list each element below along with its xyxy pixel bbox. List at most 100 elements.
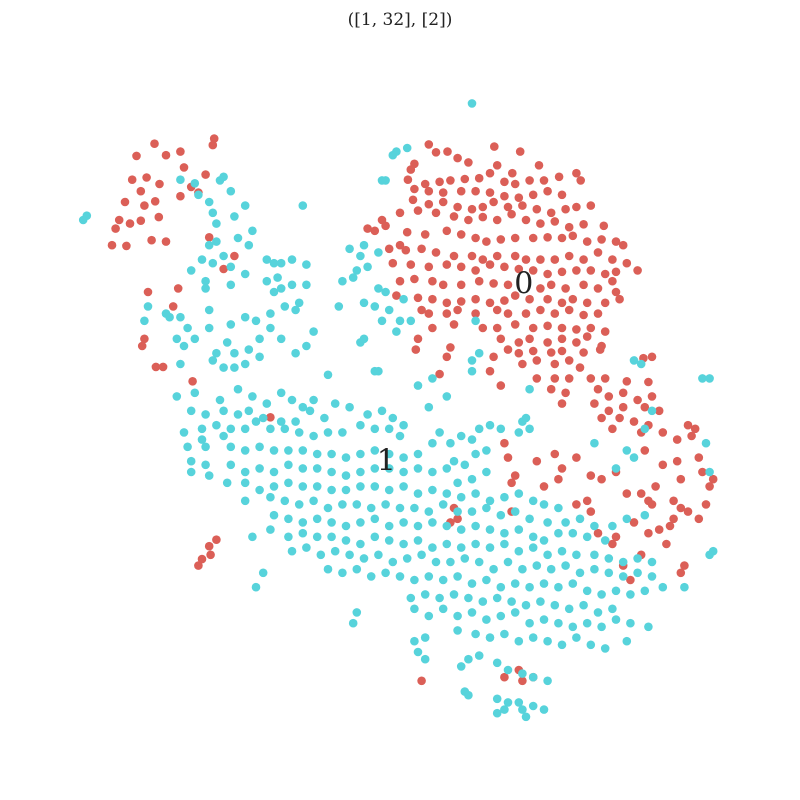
scatter-point-cluster-1: [438, 500, 448, 509]
scatter-point-cluster-1: [287, 546, 297, 556]
scatter-point-cluster-1: [255, 464, 264, 473]
scatter-point-cluster-1: [705, 374, 714, 383]
scatter-point-cluster-1: [464, 654, 473, 664]
scatter-point-cluster-1: [399, 539, 408, 549]
scatter-point-cluster-1: [539, 615, 549, 624]
scatter-point-cluster-0: [539, 176, 549, 185]
scatter-point-cluster-0: [550, 359, 560, 369]
scatter-point-cluster-0: [485, 366, 495, 376]
scatter-point-cluster-1: [262, 399, 272, 408]
scatter-point-cluster-1: [280, 496, 290, 506]
scatter-point-cluster-1: [428, 438, 437, 448]
scatter-point-cluster-0: [136, 216, 146, 225]
scatter-point-cluster-0: [536, 305, 545, 315]
scatter-point-cluster-0: [500, 262, 509, 272]
scatter-point-cluster-1: [327, 518, 336, 527]
scatter-point-cluster-0: [503, 345, 513, 354]
scatter-point-cluster-1: [345, 550, 354, 560]
scatter-point-cluster-0: [395, 276, 405, 286]
scatter-point-cluster-1: [269, 258, 279, 268]
scatter-point-cluster-1: [266, 309, 275, 318]
scatter-point-cluster-0: [575, 363, 585, 372]
scatter-point-cluster-0: [363, 224, 372, 233]
scatter-point-cluster-1: [417, 550, 426, 560]
scatter-point-cluster-1: [208, 258, 218, 268]
scatter-point-cluster-0: [561, 388, 570, 398]
scatter-point-cluster-0: [586, 374, 596, 383]
scatter-point-cluster-1: [312, 449, 322, 459]
scatter-point-cluster-0: [680, 561, 689, 570]
scatter-point-cluster-0: [528, 323, 538, 333]
scatter-point-cluster-1: [219, 363, 228, 372]
scatter-point-cluster-1: [143, 302, 153, 311]
scatter-point-cluster-0: [140, 334, 149, 344]
scatter-point-cluster-1: [539, 579, 549, 588]
scatter-point-cluster-0: [694, 453, 704, 462]
scatter-point-cluster-1: [273, 273, 282, 282]
scatter-point-cluster-1: [438, 575, 448, 585]
scatter-point-cluster-0: [424, 186, 434, 196]
scatter-point-cluster-0: [600, 374, 610, 383]
scatter-point-cluster-1: [636, 359, 646, 369]
scatter-point-cluster-1: [291, 417, 300, 426]
scatter-point-cluster-0: [518, 359, 527, 369]
scatter-point-cluster-1: [647, 406, 657, 416]
scatter-point-cluster-1: [575, 568, 585, 578]
scatter-point-cluster-1: [298, 464, 308, 473]
scatter-point-cluster-0: [525, 334, 534, 344]
scatter-point-cluster-0: [532, 204, 542, 214]
scatter-point-cluster-0: [532, 456, 542, 466]
scatter-point-cluster-1: [370, 446, 380, 455]
scatter-point-cluster-1: [528, 496, 538, 506]
scatter-point-cluster-1: [302, 341, 311, 351]
scatter-point-cluster-0: [662, 539, 671, 549]
scatter-point-cluster-1: [381, 500, 390, 509]
scatter-point-cluster-0: [557, 464, 567, 473]
scatter-point-cluster-1: [201, 284, 210, 293]
scatter-point-cluster-1: [338, 568, 347, 578]
scatter-point-cluster-0: [683, 420, 693, 430]
scatter-point-cluster-1: [597, 622, 606, 632]
scatter-point-cluster-1: [201, 460, 210, 470]
scatter-point-cluster-0: [579, 348, 588, 357]
scatter-point-cluster-0: [690, 424, 700, 434]
scatter-point-cluster-1: [384, 449, 394, 459]
scatter-point-cluster-1: [370, 482, 380, 491]
scatter-point-cluster-0: [665, 521, 675, 531]
scatter-point-cluster-0: [500, 191, 509, 201]
scatter-point-cluster-1: [611, 464, 621, 473]
scatter-point-cluster-0: [608, 276, 617, 286]
scatter-point-cluster-1: [500, 492, 509, 502]
scatter-point-cluster-1: [204, 305, 214, 315]
scatter-point-cluster-0: [424, 262, 434, 272]
scatter-point-cluster-1: [255, 485, 264, 495]
scatter-point-cluster-1: [492, 694, 502, 704]
scatter-point-cluster-0: [510, 320, 520, 329]
scatter-point-cluster-1: [582, 618, 592, 628]
scatter-point-cluster-0: [611, 287, 621, 297]
scatter-point-cluster-1: [467, 507, 477, 516]
scatter-point-cluster-1: [518, 705, 527, 714]
scatter-point-cluster-1: [345, 402, 354, 412]
scatter-point-cluster-1: [251, 582, 261, 592]
scatter-point-cluster-0: [600, 269, 610, 279]
scatter-point-cluster-0: [449, 212, 459, 221]
scatter-point-cluster-0: [510, 233, 520, 243]
scatter-point-cluster-1: [471, 316, 480, 326]
scatter-point-cluster-0: [604, 406, 614, 416]
scatter-point-cluster-1: [287, 280, 297, 290]
scatter-point-cluster-0: [564, 305, 574, 315]
scatter-point-cluster-1: [492, 708, 502, 718]
scatter-point-cluster-1: [554, 618, 563, 628]
scatter-point-cluster-1: [381, 287, 390, 297]
scatter-point-cluster-1: [338, 428, 347, 437]
scatter-point-cluster-1: [276, 258, 286, 268]
scatter-point-cluster-0: [443, 147, 452, 156]
scatter-point-cluster-1: [190, 334, 200, 344]
scatter-point-cluster-1: [593, 608, 603, 617]
scatter-point-cluster-1: [420, 590, 430, 599]
scatter-point-cluster-0: [550, 309, 560, 318]
scatter-point-cluster-1: [590, 521, 599, 531]
scatter-point-cluster-0: [417, 305, 426, 315]
scatter-point-cluster-1: [201, 442, 210, 452]
